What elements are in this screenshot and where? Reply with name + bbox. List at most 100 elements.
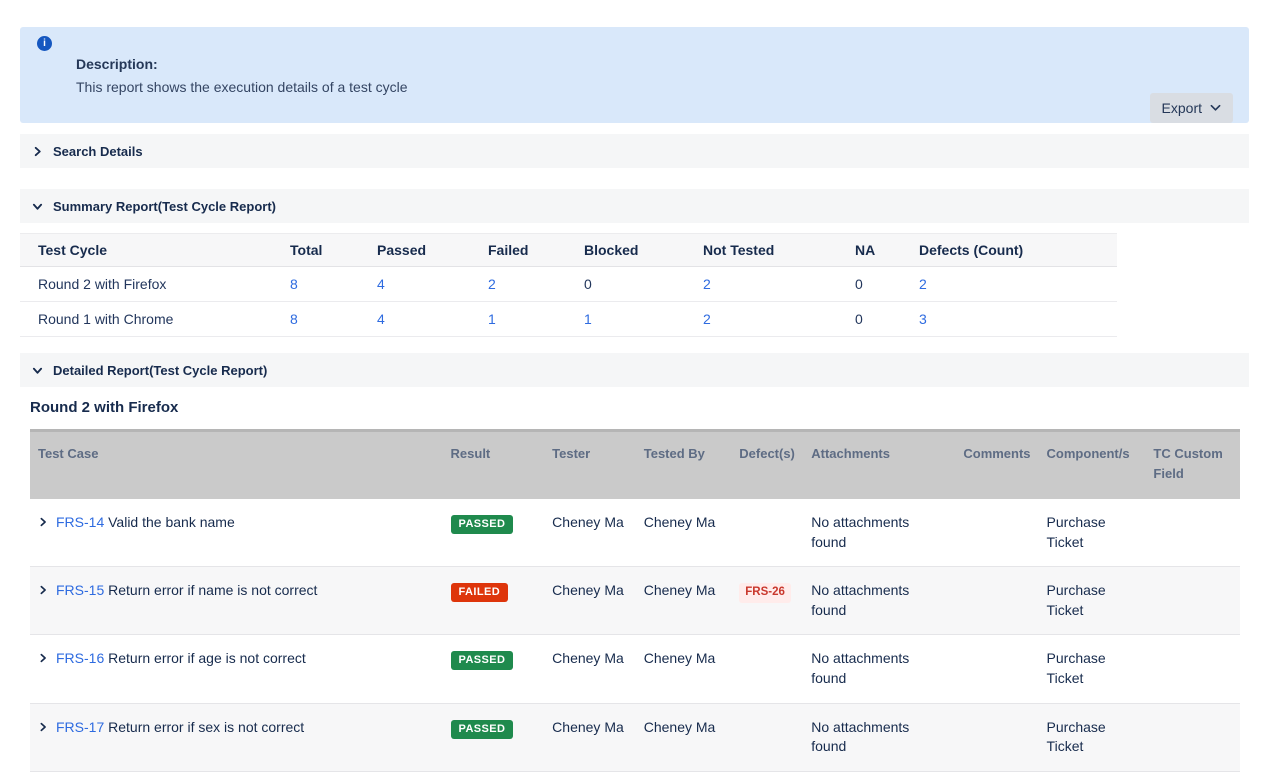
summary-count-link[interactable]: 1 bbox=[488, 311, 496, 327]
detail-column-header: TC Custom Field bbox=[1145, 429, 1240, 499]
tester-cell: Cheney Ma bbox=[544, 634, 636, 704]
tester-cell: Cheney Ma bbox=[544, 703, 636, 772]
components-cell: Purchase Ticket bbox=[1038, 703, 1146, 772]
description-block: Description: This report shows the execu… bbox=[76, 37, 1233, 95]
test-case-cell: FRS-16 Return error if age is not correc… bbox=[30, 634, 443, 704]
summary-value-cell: 8 bbox=[282, 266, 369, 302]
comments-cell bbox=[955, 566, 1039, 636]
components-text: Purchase Ticket bbox=[1046, 718, 1106, 755]
attachments-cell: No attachments found bbox=[803, 634, 956, 704]
summary-row: Round 1 with Chrome 8 4 1 1 2 0 3 bbox=[20, 301, 1117, 337]
result-cell: PASSED bbox=[442, 634, 545, 704]
test-case-cell: FRS-15 Return error if name is not corre… bbox=[30, 566, 443, 636]
detail-column-header: Tested By bbox=[635, 429, 732, 499]
summary-report-label: Summary Report(Test Cycle Report) bbox=[53, 198, 276, 214]
tested-by-cell: Cheney Ma bbox=[635, 703, 732, 772]
summary-value-cell: 0 bbox=[847, 301, 911, 337]
components-cell: Purchase Ticket bbox=[1038, 566, 1146, 636]
attachments-cell: No attachments found bbox=[803, 703, 956, 772]
tc-custom-field-cell bbox=[1145, 703, 1240, 772]
summary-column-header: NA bbox=[847, 233, 911, 267]
description-text: This report shows the execution details … bbox=[76, 79, 408, 95]
expand-chevron-icon[interactable] bbox=[38, 722, 48, 732]
summary-count-link[interactable]: 3 bbox=[919, 311, 927, 327]
expand-chevron-icon[interactable] bbox=[38, 585, 48, 595]
section-detailed-report[interactable]: Detailed Report(Test Cycle Report) bbox=[20, 353, 1249, 387]
detailed-report-label: Detailed Report(Test Cycle Report) bbox=[53, 362, 268, 378]
detail-column-header: Comments bbox=[955, 429, 1039, 499]
summary-count-link[interactable]: 4 bbox=[377, 311, 385, 327]
summary-count-link[interactable]: 2 bbox=[919, 276, 927, 292]
summary-count-link[interactable]: 8 bbox=[290, 276, 298, 292]
section-summary-report[interactable]: Summary Report(Test Cycle Report) bbox=[20, 189, 1249, 223]
description-banner: i Description: This report shows the exe… bbox=[20, 27, 1249, 123]
summary-count-link[interactable]: 4 bbox=[377, 276, 385, 292]
test-cycle-report-page: i Description: This report shows the exe… bbox=[0, 27, 1269, 772]
chevron-right-icon bbox=[34, 146, 41, 156]
summary-value-cell: 1 bbox=[576, 301, 695, 337]
test-case-summary: Return error if sex is not correct bbox=[104, 718, 305, 735]
tested-by-cell: Cheney Ma bbox=[635, 566, 732, 636]
summary-value-cell: 2 bbox=[911, 266, 1117, 302]
defects-cell bbox=[731, 703, 804, 772]
test-case-summary: Return error if age is not correct bbox=[104, 650, 306, 667]
result-badge: PASSED bbox=[450, 515, 514, 534]
tc-custom-field-cell bbox=[1145, 499, 1240, 568]
tc-custom-field-cell bbox=[1145, 634, 1240, 704]
components-cell: Purchase Ticket bbox=[1038, 634, 1146, 704]
summary-value-cell: 0 bbox=[576, 266, 695, 302]
summary-value-cell: 2 bbox=[695, 301, 847, 337]
summary-count-link[interactable]: 1 bbox=[584, 311, 592, 327]
result-cell: PASSED bbox=[442, 499, 545, 568]
test-case-key-link[interactable]: FRS-15 bbox=[56, 582, 105, 599]
comments-cell bbox=[955, 634, 1039, 704]
result-badge: PASSED bbox=[450, 719, 514, 739]
attachments-text: No attachments found bbox=[811, 514, 910, 550]
summary-count-link[interactable]: 2 bbox=[703, 276, 711, 292]
summary-value-cell: 3 bbox=[911, 301, 1117, 337]
test-case-summary: Return error if name is not correct bbox=[104, 582, 318, 599]
summary-cycle-cell: Round 2 with Firefox bbox=[20, 266, 282, 302]
description-label: Description: bbox=[76, 56, 158, 72]
result-cell: FAILED bbox=[442, 566, 545, 636]
result-badge: FAILED bbox=[450, 583, 509, 603]
export-button[interactable]: Export bbox=[1149, 93, 1233, 123]
tested-by-cell: Cheney Ma bbox=[635, 634, 732, 704]
search-details-label: Search Details bbox=[53, 143, 143, 159]
summary-count-link[interactable]: 2 bbox=[488, 276, 496, 292]
tc-custom-field-cell bbox=[1145, 566, 1240, 636]
defect-link[interactable]: FRS-26 bbox=[739, 583, 791, 603]
summary-value-cell: 2 bbox=[480, 266, 576, 302]
attachments-text: No attachments found bbox=[811, 718, 910, 755]
summary-value-cell: 8 bbox=[282, 301, 369, 337]
detail-column-header: Tester bbox=[544, 429, 636, 499]
test-case-summary: Valid the bank name bbox=[104, 514, 235, 530]
detail-table-body: FRS-14 Valid the bank name PASSED Cheney M… bbox=[30, 499, 1240, 772]
components-text: Purchase Ticket bbox=[1046, 514, 1106, 550]
test-case-row: FRS-14 Valid the bank name PASSED Cheney M… bbox=[30, 499, 1240, 568]
test-case-row: FRS-17 Return error if sex is not correc… bbox=[30, 703, 1240, 772]
test-case-key-link[interactable]: FRS-14 bbox=[56, 514, 105, 530]
section-search-details[interactable]: Search Details bbox=[20, 134, 1249, 168]
detailed-table: Test Case Result Tester Tested By Defect(s) A… bbox=[30, 429, 1240, 772]
attachments-cell: No attachments found bbox=[803, 499, 956, 568]
info-icon: i bbox=[37, 36, 52, 51]
expand-chevron-icon[interactable] bbox=[38, 653, 48, 663]
attachments-cell: No attachments found bbox=[803, 566, 956, 636]
result-badge: PASSED bbox=[450, 651, 514, 671]
summary-count-link[interactable]: 8 bbox=[290, 311, 298, 327]
detail-column-header: Component/s bbox=[1038, 429, 1146, 499]
summary-row: Round 2 with Firefox 8 4 2 0 2 0 2 bbox=[20, 266, 1117, 302]
test-case-key-link[interactable]: FRS-16 bbox=[56, 650, 105, 667]
summary-column-header: Defects (Count) bbox=[911, 233, 1117, 267]
test-case-key-link[interactable]: FRS-17 bbox=[56, 718, 105, 735]
test-case-row: FRS-15 Return error if name is not corre… bbox=[30, 566, 1240, 636]
chevron-down-icon bbox=[1210, 104, 1221, 111]
summary-count-link[interactable]: 2 bbox=[703, 311, 711, 327]
components-text: Purchase Ticket bbox=[1046, 582, 1106, 618]
expand-chevron-icon[interactable] bbox=[38, 517, 48, 527]
summary-value-cell: 1 bbox=[480, 301, 576, 337]
defects-cell: FRS-26 bbox=[731, 566, 804, 636]
cycle-heading: Round 2 with Firefox bbox=[30, 399, 179, 416]
attachments-text: No attachments found bbox=[811, 650, 910, 686]
